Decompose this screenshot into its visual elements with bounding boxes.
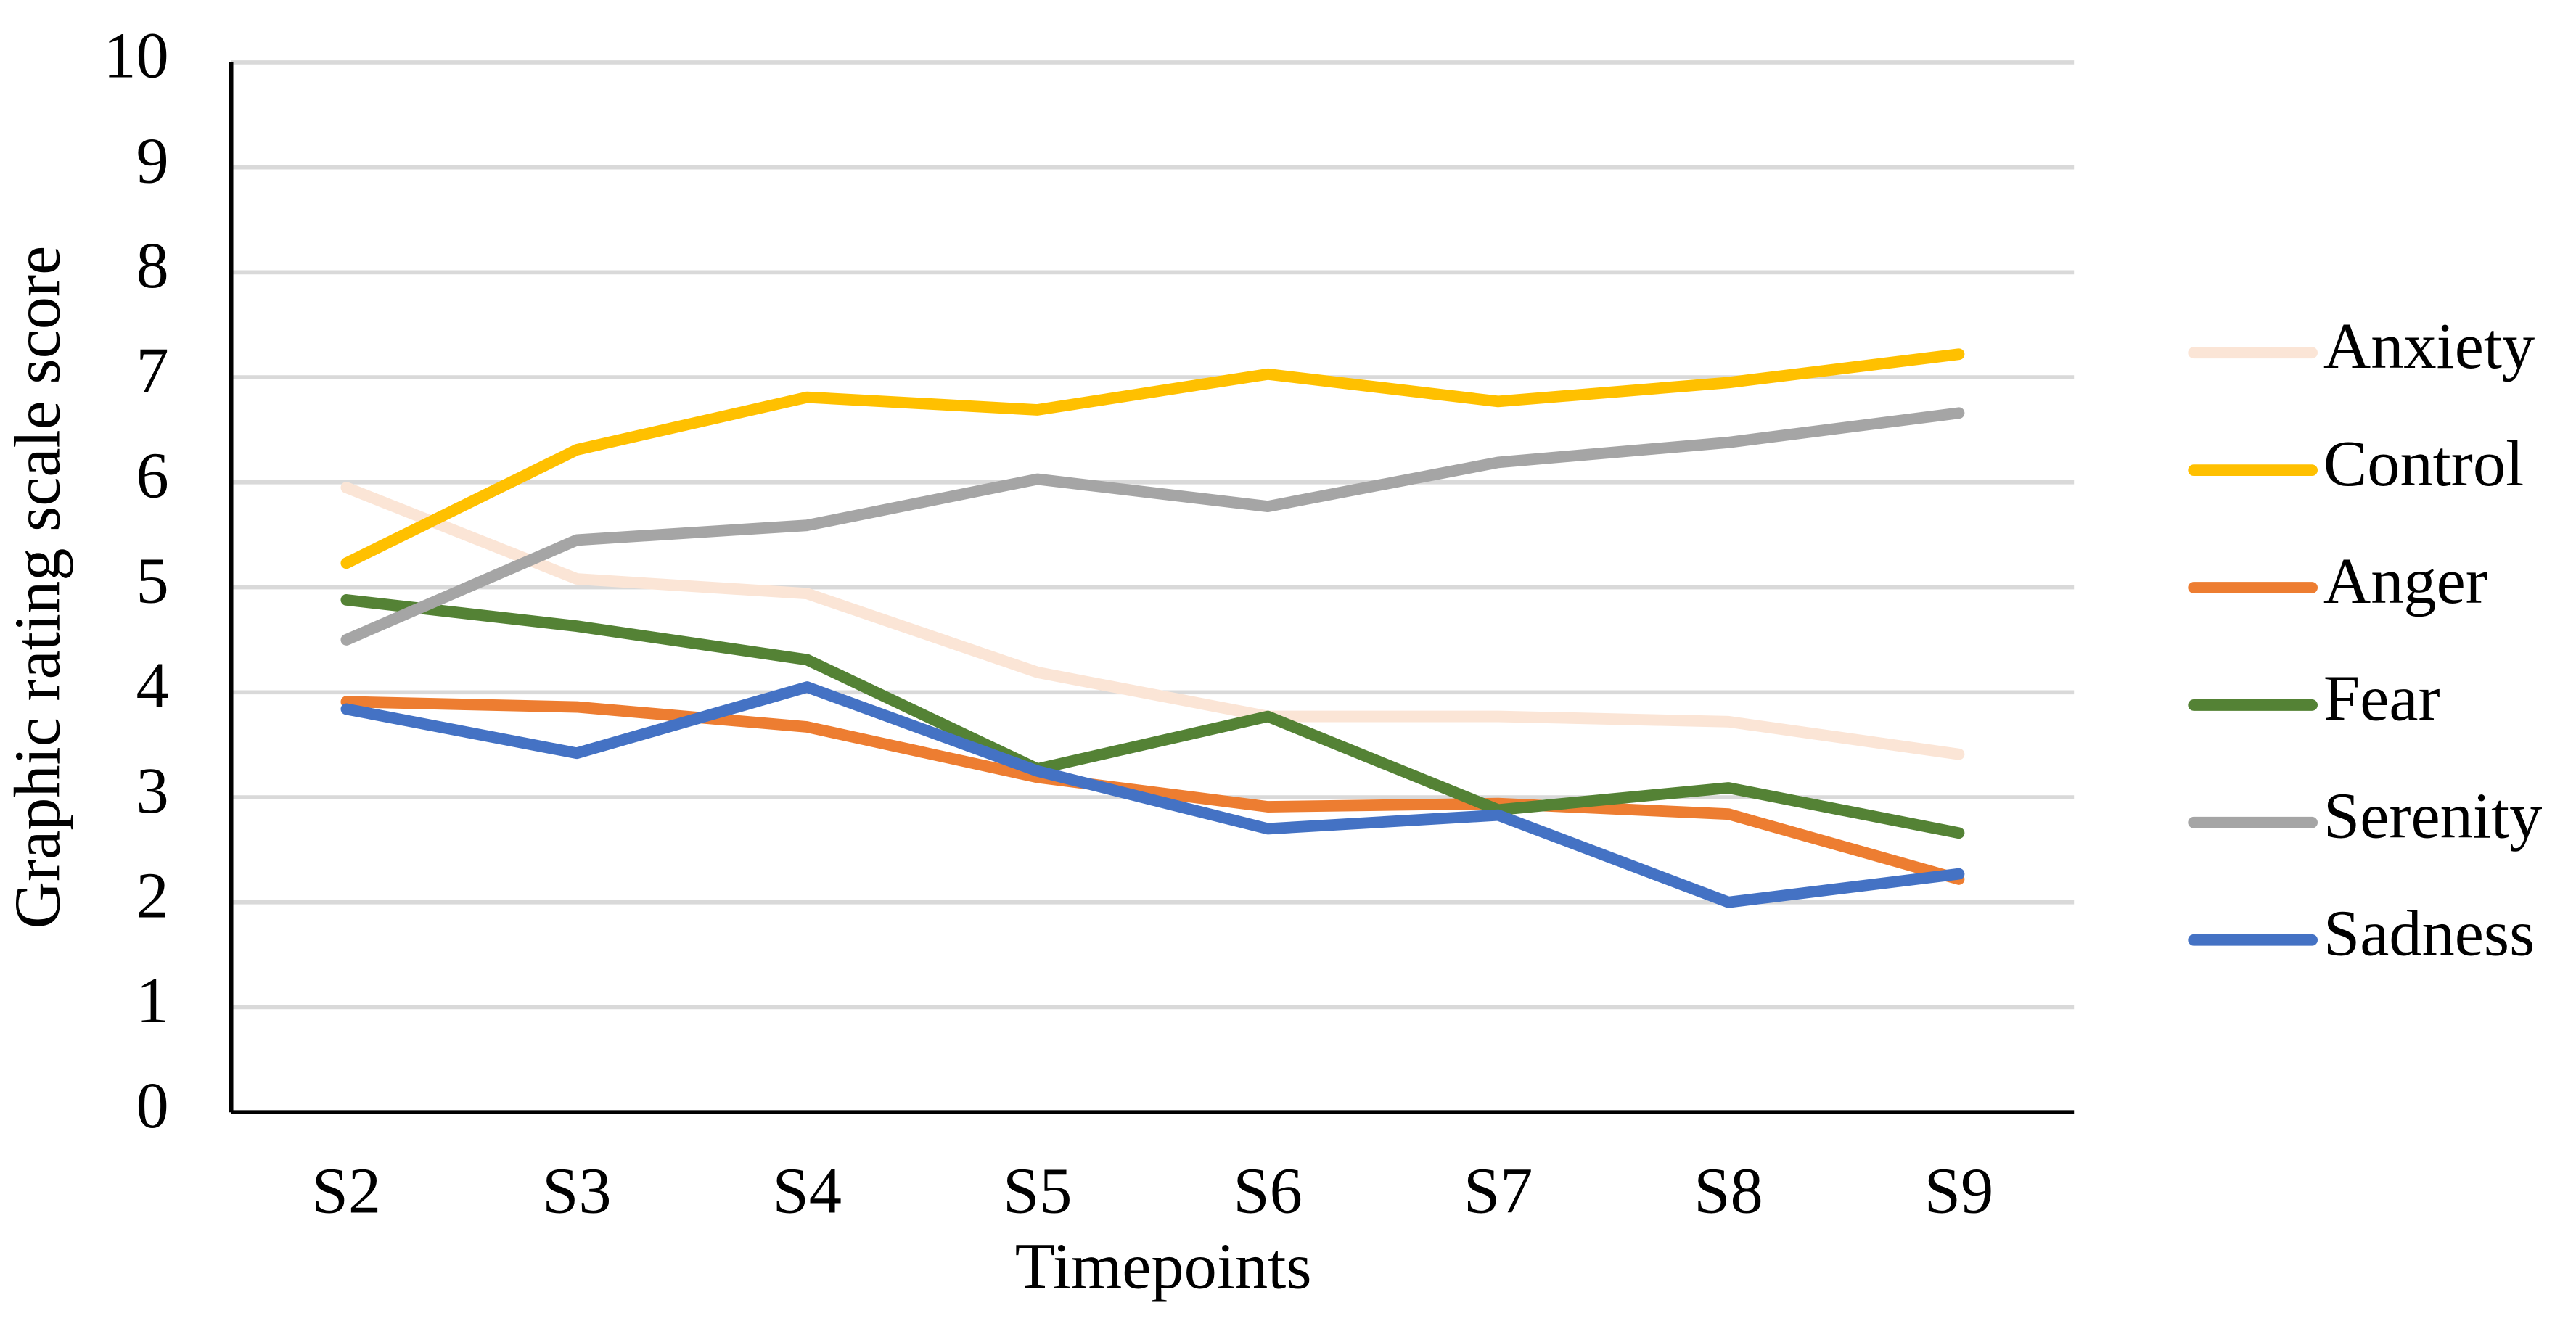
legend-label: Anger [2323,544,2487,617]
series-line [340,696,1965,885]
legend-label: Anxiety [2323,309,2535,382]
y-tick-label: 4 [136,649,169,722]
x-tick-label: S5 [1003,1154,1072,1227]
y-tick-label: 5 [136,543,169,617]
x-tick-label: S8 [1694,1154,1763,1227]
y-tick-label: 10 [103,19,168,92]
legend-label: Fear [2323,662,2440,735]
x-tick-label: S9 [1924,1154,1994,1227]
series-line [340,482,1965,760]
legend-label: Sadness [2323,897,2535,970]
legend-label: Control [2323,427,2524,500]
y-tick-label: 7 [136,334,169,407]
y-tick-label: 6 [136,439,169,512]
y-axis-label: Graphic rating scale score [1,246,74,929]
series-line [340,348,1965,569]
x-tick-label: S7 [1464,1154,1533,1227]
y-tick-label: 1 [136,963,169,1037]
series-line [340,594,1965,839]
x-tick-label: S3 [542,1154,612,1227]
x-tick-label: S4 [773,1154,842,1227]
x-tick-label: S6 [1233,1154,1303,1227]
y-tick-label: 2 [136,858,169,931]
y-tick-label: 8 [136,229,169,302]
y-tick-label: 9 [136,123,169,197]
legend-label: Serenity [2323,779,2542,852]
x-axis-label: Timepoints [1015,1230,1312,1303]
x-tick-label: S2 [312,1154,382,1227]
series-line [340,681,1965,908]
y-tick-label: 0 [136,1069,169,1142]
y-tick-label: 3 [136,754,169,827]
series-line [340,407,1965,646]
